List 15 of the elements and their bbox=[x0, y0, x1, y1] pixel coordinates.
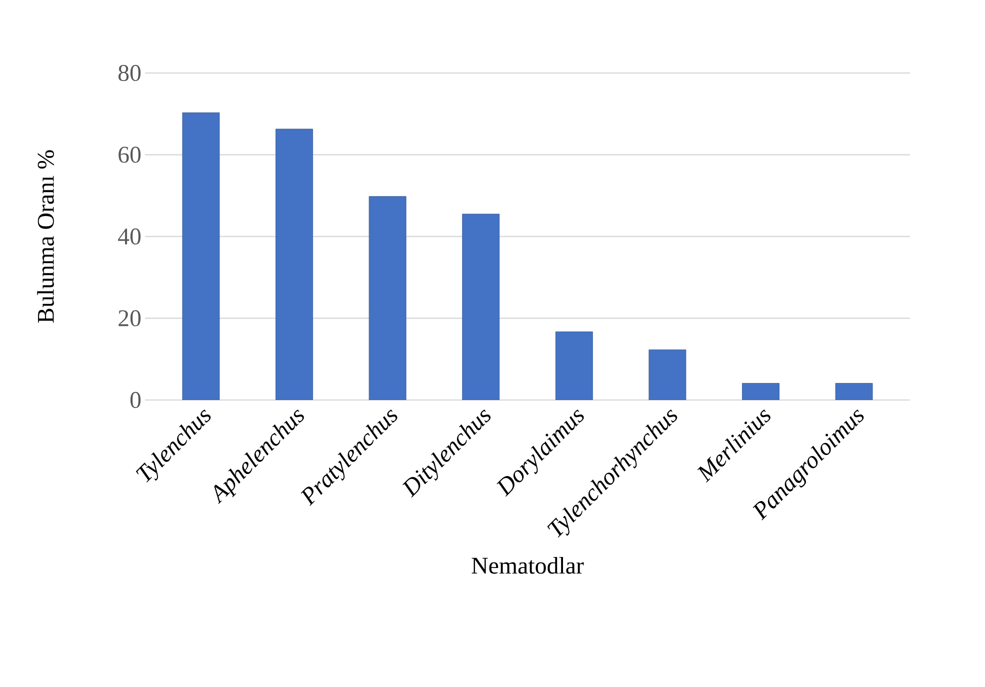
y-tick-label: 80 bbox=[118, 64, 141, 82]
bar bbox=[368, 196, 406, 400]
y-axis-title: Bulunma Oranı % bbox=[37, 150, 54, 323]
y-tick-label: 0 bbox=[130, 392, 141, 408]
bar bbox=[462, 214, 500, 400]
bar bbox=[742, 383, 780, 400]
bar bbox=[555, 332, 593, 400]
y-tick-label: 20 bbox=[118, 310, 141, 326]
bar bbox=[835, 383, 873, 400]
x-axis-title: Nematodlar bbox=[472, 556, 584, 574]
y-tick-label: 40 bbox=[118, 228, 141, 245]
bar bbox=[648, 350, 686, 400]
y-tick-label: 60 bbox=[118, 146, 141, 163]
bar bbox=[182, 112, 220, 400]
bar bbox=[276, 128, 313, 400]
